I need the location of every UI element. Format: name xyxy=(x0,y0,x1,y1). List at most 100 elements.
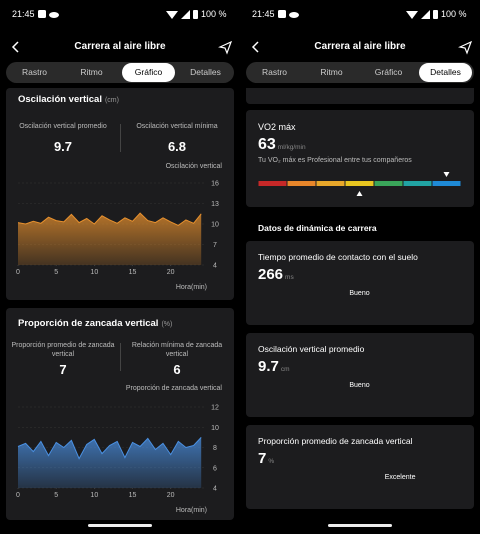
metric-label: Tiempo promedio de contacto con el suelo xyxy=(258,252,418,262)
gauge-segment xyxy=(316,181,345,186)
card xyxy=(246,333,474,417)
x-tick-label: 10 xyxy=(90,269,98,276)
share-button[interactable] xyxy=(458,40,473,55)
tab[interactable]: Rastro xyxy=(21,67,48,77)
cloud-icon xyxy=(289,12,299,18)
cloud-icon xyxy=(49,12,59,18)
rating-label: Bueno xyxy=(349,382,370,389)
stat-label: Proporción promedio de zancada vertical xyxy=(11,342,115,358)
vo2-unit: ml/kg/min xyxy=(277,144,306,151)
signal-icon xyxy=(181,10,190,19)
gauge-segment xyxy=(345,181,374,186)
home-indicator xyxy=(328,524,392,527)
chart-label: Oscilación vertical xyxy=(166,163,223,170)
share-button[interactable] xyxy=(218,40,233,55)
stat-label: Oscilación vertical promedio xyxy=(19,123,107,130)
metric-unit: % xyxy=(268,458,275,465)
vo2-value-row: 63 ml/kg/min xyxy=(258,136,306,154)
wifi-icon xyxy=(166,11,178,19)
metric-value-row: 7% xyxy=(258,450,274,468)
x-tick-label: 5 xyxy=(54,269,58,276)
stat-divider xyxy=(120,124,121,152)
battery-icon xyxy=(193,10,198,19)
section-title: Oscilación vertical (cm) xyxy=(18,94,119,105)
tab[interactable]: Rastro xyxy=(261,67,288,77)
metric-value: 9.7 xyxy=(258,358,279,375)
tab[interactable]: Gráfico xyxy=(374,67,403,77)
tab[interactable]: Ritmo xyxy=(320,67,343,77)
notification-icon xyxy=(38,10,46,18)
status-time: 21:45 xyxy=(12,9,35,19)
header-icons xyxy=(11,40,233,55)
section-title: Datos de dinámica de carrera xyxy=(258,223,377,233)
x-tick-label: 10 xyxy=(90,492,98,499)
screen-title: Carrera al aire libre xyxy=(314,41,406,52)
metric-label: Proporción promedio de zancada vertical xyxy=(258,436,413,446)
status-time: 21:45 xyxy=(252,9,275,19)
metric-unit: ms xyxy=(285,274,294,281)
x-tick-label: 5 xyxy=(54,492,58,499)
screen-details: 21:45 100 % Carrera al aire libre Rastro Rit… xyxy=(240,0,480,534)
metric-value: 7 xyxy=(258,450,267,467)
wifi-icon xyxy=(406,11,418,19)
x-axis-label: Hora(min) xyxy=(176,284,207,291)
y-tick-label: 16 xyxy=(211,181,219,188)
header-icons xyxy=(251,40,473,55)
back-button[interactable] xyxy=(251,41,259,53)
battery-level: 100 % xyxy=(441,9,467,19)
stat-value: 6.8 xyxy=(167,139,187,154)
card xyxy=(246,110,474,207)
tab-bar: Rastro Ritmo Gráfico Detalles xyxy=(246,62,474,83)
screen-graph: 21:45 100 % Carrera al aire libre Rastro Rit… xyxy=(6,9,234,527)
line xyxy=(17,437,202,460)
stat-value: 7 xyxy=(59,362,67,377)
x-axis-label: Hora(min) xyxy=(176,507,207,514)
tab[interactable]: Detalles xyxy=(190,67,221,77)
section-title: Proporción de zancada vertical (%) xyxy=(18,318,172,329)
y-tick-label: 6 xyxy=(213,465,217,472)
stat-label: Relación mínima de zancada vertical xyxy=(131,342,223,358)
card-title: VO2 máx xyxy=(258,122,296,132)
stat-label: Oscilación vertical mínima xyxy=(136,123,218,130)
rating-label: Excelente xyxy=(384,474,416,481)
gauge-segment xyxy=(403,181,432,186)
rating-label: Bueno xyxy=(349,290,370,297)
metric-value-row: 266 ms xyxy=(258,266,294,284)
home-indicator xyxy=(88,524,152,527)
stat-divider xyxy=(120,343,121,371)
line xyxy=(17,212,202,226)
x-tick-label: 20 xyxy=(167,269,175,276)
y-tick-label: 10 xyxy=(211,425,219,432)
back-button[interactable] xyxy=(11,41,19,53)
gauge-segment xyxy=(374,181,403,186)
charts: Oscilación vertical 16 13 10 7 4 0 5 10 15 20 Hora(… xyxy=(16,163,223,514)
metric-value: 266 xyxy=(258,266,284,283)
stat-value: 9.7 xyxy=(53,139,73,154)
x-tick-label: 0 xyxy=(16,269,20,276)
card xyxy=(246,88,474,104)
gauge-segment xyxy=(432,181,461,186)
x-tick-label: 15 xyxy=(129,269,137,276)
metric-value-row: 9.7 cm xyxy=(258,358,290,376)
y-tick-label: 4 xyxy=(213,486,217,493)
battery-icon xyxy=(433,10,438,19)
tab[interactable]: Ritmo xyxy=(80,67,103,77)
peer-pointer xyxy=(356,191,363,196)
y-tick-label: 13 xyxy=(211,201,219,208)
area xyxy=(18,213,202,265)
gauge-pointer xyxy=(443,172,450,177)
x-tick-label: 20 xyxy=(167,492,175,499)
gauge-segment xyxy=(258,181,287,186)
gauge-segment xyxy=(287,181,316,186)
stat-value: 6 xyxy=(173,362,181,377)
metric-label: Oscilación vertical promedio xyxy=(258,344,365,354)
signal-icon xyxy=(421,10,430,19)
tab-bar: Rastro Ritmo Gráfico Detalles xyxy=(6,62,234,83)
notification-icon xyxy=(278,10,286,18)
y-tick-label: 8 xyxy=(213,445,217,452)
section-unit: (%) xyxy=(161,321,173,328)
tab[interactable]: Gráfico xyxy=(122,63,175,82)
x-tick-label: 0 xyxy=(16,492,20,499)
tab[interactable]: Detalles xyxy=(419,63,472,82)
